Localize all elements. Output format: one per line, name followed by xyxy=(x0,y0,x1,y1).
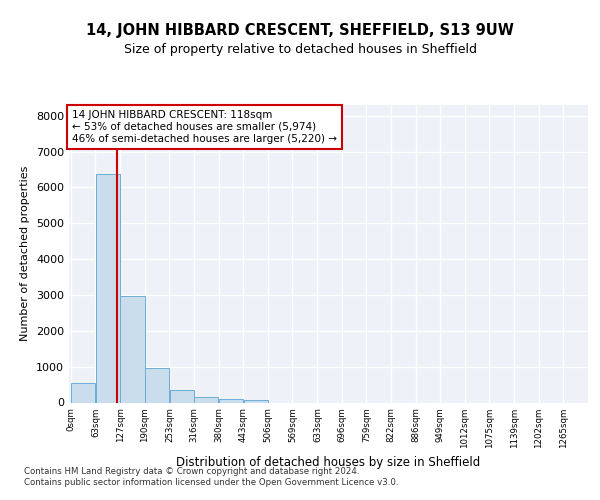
Bar xyxy=(244,400,268,402)
X-axis label: Distribution of detached houses by size in Sheffield: Distribution of detached houses by size … xyxy=(176,456,481,469)
Text: 14, JOHN HIBBARD CRESCENT, SHEFFIELD, S13 9UW: 14, JOHN HIBBARD CRESCENT, SHEFFIELD, S1… xyxy=(86,22,514,38)
Bar xyxy=(121,296,145,403)
Text: 14 JOHN HIBBARD CRESCENT: 118sqm
← 53% of detached houses are smaller (5,974)
46: 14 JOHN HIBBARD CRESCENT: 118sqm ← 53% o… xyxy=(72,110,337,144)
Text: Size of property relative to detached houses in Sheffield: Size of property relative to detached ho… xyxy=(124,42,476,56)
Bar xyxy=(194,396,218,402)
Bar xyxy=(145,368,169,402)
Bar xyxy=(170,390,194,402)
Bar xyxy=(219,398,244,402)
Text: Contains HM Land Registry data © Crown copyright and database right 2024.
Contai: Contains HM Land Registry data © Crown c… xyxy=(24,468,398,487)
Bar xyxy=(95,174,120,402)
Bar xyxy=(71,383,95,402)
Y-axis label: Number of detached properties: Number of detached properties xyxy=(20,166,31,342)
